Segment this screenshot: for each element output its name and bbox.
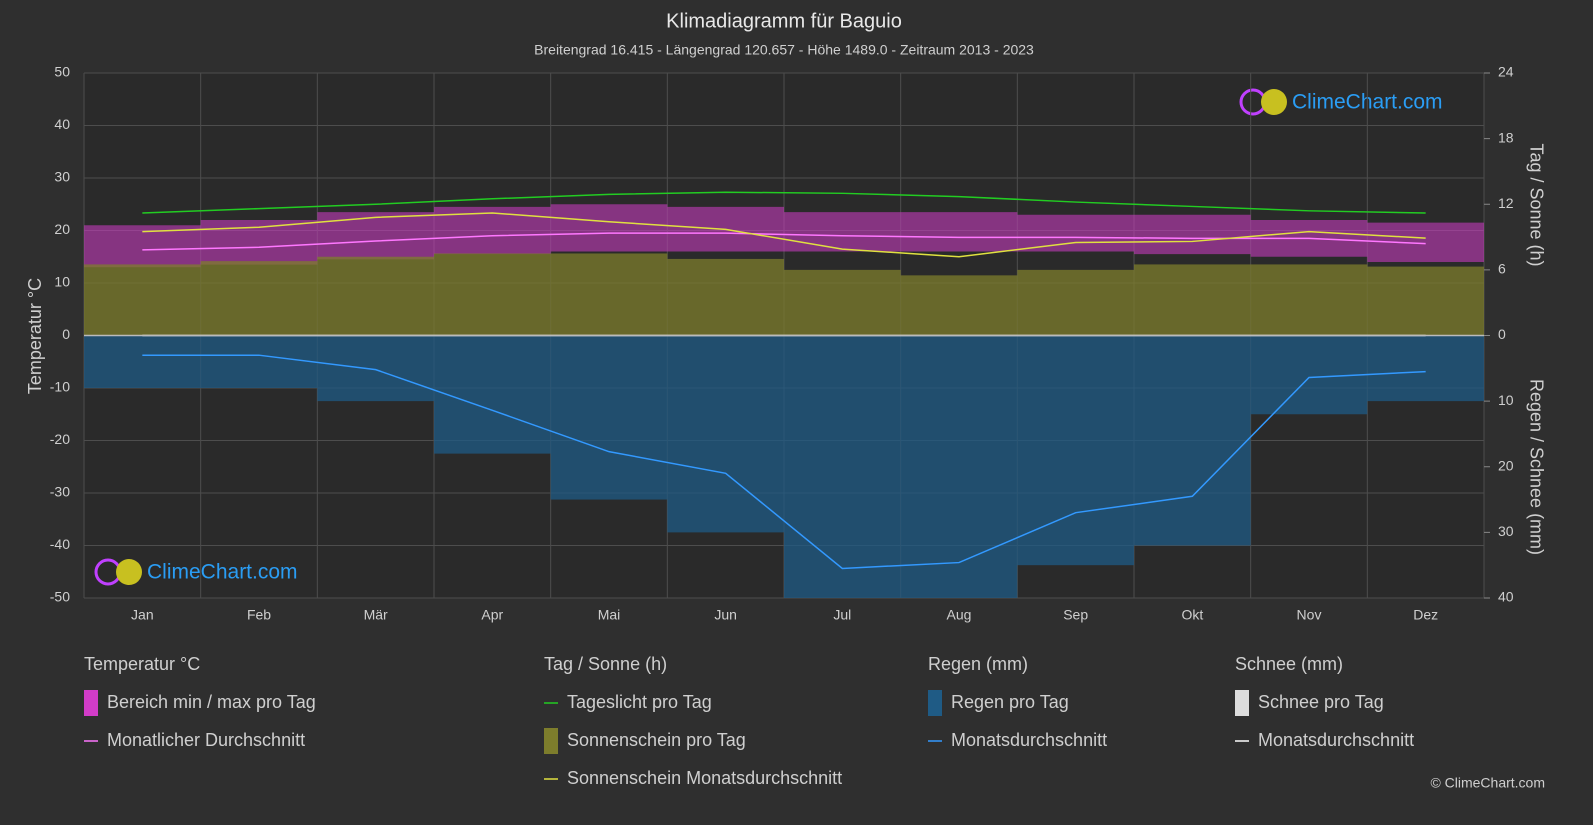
legend-label: Bereich min / max pro Tag [107, 692, 316, 712]
chart-title: Klimadiagramm für Baguio [666, 10, 902, 32]
temp-range [1017, 214, 1134, 252]
legend-label: Monatsdurchschnitt [1258, 730, 1414, 750]
area-segment [1017, 335, 1134, 566]
y-tick-label: 0 [62, 326, 70, 342]
temp-range [900, 212, 1018, 252]
y2-tick-label: 6 [1498, 261, 1506, 277]
area-segment [784, 335, 901, 598]
y-axis-label: Temperatur °C [25, 278, 45, 394]
x-tick-label: Apr [481, 607, 503, 623]
y-tick-label: 10 [54, 274, 70, 290]
legend-swatch [1235, 690, 1249, 716]
area-segment [317, 256, 434, 336]
x-tick-label: Jan [131, 607, 154, 623]
area-segment [200, 335, 318, 388]
area-segment [1134, 264, 1251, 336]
logo: ClimeChart.com [94, 558, 298, 586]
area-segment [550, 335, 668, 500]
series-line [142, 191, 1426, 214]
legend-label: Sonnenschein pro Tag [567, 730, 746, 750]
copyright: © ClimeChart.com [1430, 775, 1545, 791]
y-tick-label: -30 [50, 484, 70, 500]
logo-text: ClimeChart.com [147, 561, 298, 584]
chart-subtitle: Breitengrad 16.415 - Längengrad 120.657 … [534, 42, 1034, 58]
legend-title: Tag / Sonne (h) [544, 654, 667, 674]
y2-tick-label: 12 [1498, 195, 1514, 211]
legend-label: Monatsdurchschnitt [951, 730, 1107, 750]
x-tick-label: Jul [833, 607, 851, 623]
y-tick-label: -10 [50, 379, 70, 395]
area-segment [1367, 335, 1484, 402]
x-tick-label: Dez [1413, 607, 1438, 623]
y-tick-label: 50 [54, 64, 70, 80]
area-segment [1017, 269, 1134, 336]
area-segment [200, 261, 318, 336]
x-tick-label: Sep [1063, 607, 1088, 623]
area-segment [667, 258, 784, 336]
logo: ClimeChart.com [1239, 88, 1443, 116]
y3-tick-label: 10 [1498, 392, 1514, 408]
x-tick-label: Mär [364, 607, 388, 623]
legend-swatch [928, 690, 942, 716]
temp-range [317, 212, 434, 260]
y2-tick-label: 18 [1498, 129, 1514, 145]
legend-title: Regen (mm) [928, 654, 1028, 674]
x-tick-label: Feb [247, 607, 271, 623]
y-tick-label: -20 [50, 431, 70, 447]
temp-range [784, 212, 901, 252]
area-segment [900, 335, 1018, 598]
y2-tick-label: 0 [1498, 326, 1506, 342]
x-tick-label: Okt [1181, 607, 1203, 623]
y3-axis-label: Regen / Schnee (mm) [1526, 379, 1546, 555]
area-segment [1250, 264, 1368, 336]
y3-tick-label: 20 [1498, 457, 1514, 473]
legend-label: Monatlicher Durchschnitt [107, 730, 305, 750]
fills [84, 204, 1484, 598]
y-tick-label: 40 [54, 116, 70, 132]
x-tick-label: Nov [1297, 607, 1322, 623]
area-segment [784, 269, 901, 336]
legend-label: Regen pro Tag [951, 692, 1069, 712]
area-segment [1134, 335, 1251, 546]
legend-label: Tageslicht pro Tag [567, 692, 712, 712]
x-tick-label: Jun [714, 607, 737, 623]
series-line [142, 232, 1426, 251]
temp-range [84, 225, 201, 268]
legend-title: Schnee (mm) [1235, 654, 1343, 674]
x-tick-label: Mai [598, 607, 621, 623]
area-segment [84, 335, 201, 388]
y3-tick-label: 30 [1498, 523, 1514, 539]
series-line [142, 212, 1426, 258]
y2-axis-label: Tag / Sonne (h) [1526, 143, 1546, 266]
area-segment [550, 253, 668, 336]
legend-label: Schnee pro Tag [1258, 692, 1384, 712]
area-segment [434, 335, 551, 454]
logo-sun [1261, 89, 1287, 115]
area-segment [1367, 266, 1484, 336]
legend-title: Temperatur °C [84, 654, 200, 674]
y3-tick-label: 40 [1498, 589, 1514, 605]
y-tick-label: 30 [54, 169, 70, 185]
legend-swatch [544, 728, 558, 754]
area-segment [667, 335, 784, 533]
y-tick-label: -40 [50, 536, 70, 552]
series-line [142, 354, 1426, 570]
legend-swatch [84, 690, 98, 716]
y2-tick-label: 24 [1498, 64, 1514, 80]
temp-range [1134, 214, 1251, 255]
y-tick-label: 20 [54, 221, 70, 237]
temp-range [550, 204, 668, 252]
area-segment [317, 335, 434, 402]
y-tick-label: -50 [50, 589, 70, 605]
x-tick-label: Aug [947, 607, 972, 623]
area-segment [84, 264, 201, 336]
area-segment [900, 275, 1018, 336]
logo-sun [116, 559, 142, 585]
area-segment [434, 253, 551, 336]
legend-label: Sonnenschein Monatsdurchschnitt [567, 768, 842, 788]
